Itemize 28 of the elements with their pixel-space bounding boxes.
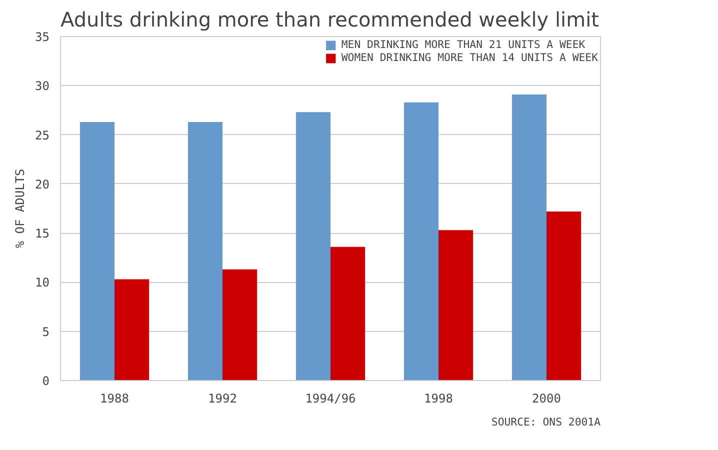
legend-label: WOMEN DRINKING MORE THAN 14 UNITS A WEEK [341,51,598,64]
bar [114,279,150,380]
x-tick-label: 1998 [424,392,453,406]
y-tick-label: 30 [35,79,50,94]
y-tick-label: 35 [35,30,50,44]
y-tick-label: 25 [35,128,50,142]
chart-title: Adults drinking more than recommended weekly limit [60,8,600,32]
x-tick-label: 1994/96 [305,392,356,406]
bar [80,122,114,380]
y-tick-label: 10 [35,276,50,290]
y-tick-label: 20 [35,177,50,192]
bar [438,230,474,380]
bar [546,211,582,380]
y-tick-label: 5 [42,324,50,339]
x-tick-label: 1988 [100,392,129,406]
legend-label: MEN DRINKING MORE THAN 21 UNITS A WEEK [341,38,586,51]
x-tick-label: 2000 [532,392,561,406]
bar [188,122,222,380]
bar [296,112,330,380]
bar [512,94,546,380]
y-tick-label: 15 [35,226,50,241]
y-axis-title: % OF ADULTS [13,168,28,248]
source-note: SOURCE: ONS 2001A [491,416,602,428]
bar [404,102,438,380]
bar [330,246,366,380]
bar [222,269,258,380]
x-tick-label: 1992 [208,392,237,406]
y-tick-label: 0 [42,374,50,388]
